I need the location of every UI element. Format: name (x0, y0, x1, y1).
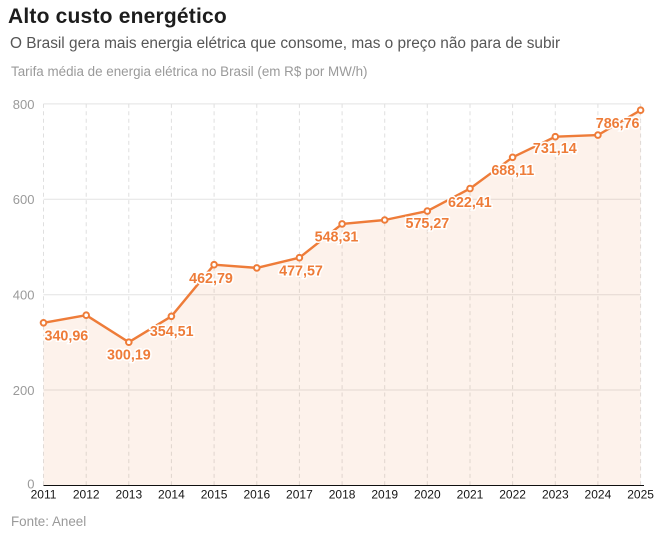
svg-text:354,51: 354,51 (150, 324, 194, 340)
svg-text:548,31: 548,31 (315, 230, 359, 246)
svg-text:786,76: 786,76 (596, 116, 640, 132)
svg-text:200: 200 (13, 383, 35, 398)
svg-text:2021: 2021 (457, 487, 484, 501)
svg-text:2020: 2020 (414, 487, 441, 501)
svg-text:2012: 2012 (73, 487, 100, 501)
svg-text:2018: 2018 (329, 487, 356, 501)
svg-text:2016: 2016 (243, 487, 270, 501)
svg-text:400: 400 (13, 288, 35, 303)
svg-text:800: 800 (13, 97, 35, 112)
svg-text:731,14: 731,14 (533, 141, 577, 157)
svg-text:2024: 2024 (585, 487, 612, 501)
svg-text:2022: 2022 (499, 487, 526, 501)
svg-text:2025: 2025 (627, 487, 654, 501)
svg-text:600: 600 (13, 192, 35, 207)
svg-text:2019: 2019 (371, 487, 398, 501)
svg-text:2015: 2015 (201, 487, 228, 501)
svg-text:2014: 2014 (158, 487, 185, 501)
svg-text:2023: 2023 (542, 487, 569, 501)
svg-text:2013: 2013 (115, 487, 142, 501)
svg-text:2011: 2011 (31, 487, 57, 501)
svg-text:300,19: 300,19 (107, 347, 151, 363)
svg-text:2017: 2017 (286, 487, 313, 501)
svg-text:688,11: 688,11 (491, 163, 534, 179)
svg-text:340,96: 340,96 (45, 328, 89, 344)
svg-text:575,27: 575,27 (406, 216, 450, 232)
svg-text:462,79: 462,79 (189, 271, 233, 287)
svg-text:477,57: 477,57 (279, 264, 323, 280)
svg-text:0: 0 (27, 477, 34, 492)
svg-text:622,41: 622,41 (448, 195, 492, 211)
